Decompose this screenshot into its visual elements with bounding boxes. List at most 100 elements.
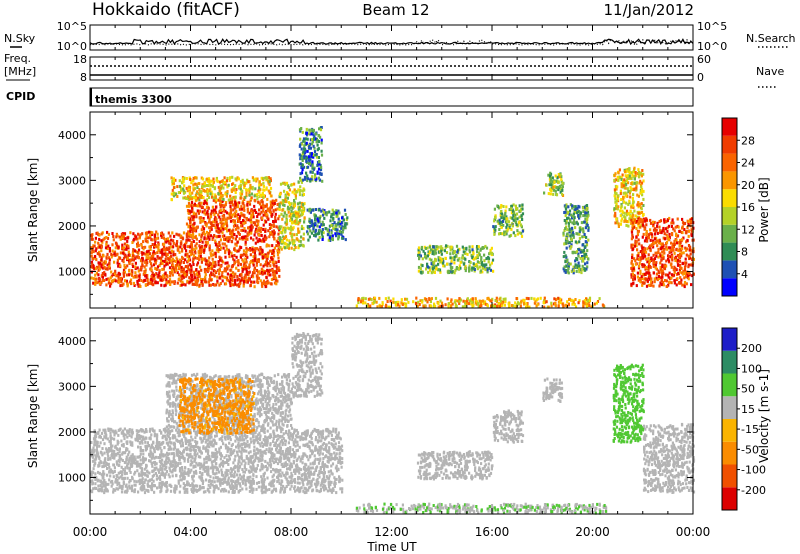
power-cells-cell-6 [369,304,372,308]
power-cells-cell-2 [262,196,265,199]
power-cells-cell-1 [191,206,194,210]
power-cells-cell-7 [449,256,452,260]
power-cells-cell-11 [628,171,631,175]
power-cells-cell-0 [145,256,148,260]
power-cells-cell-1 [196,263,199,267]
power-cells-cell-10 [580,221,583,225]
power-cells-cell-1 [226,229,229,233]
power-cells-cell-0 [107,232,110,236]
power-cells-cell-2 [258,180,261,184]
power-cells-cell-0 [159,276,162,280]
power-cells-cell-10 [564,227,567,231]
power-cells-cell-2 [205,177,209,181]
power-cells-cell-12 [639,271,642,275]
power-cells-cell-2 [206,189,209,193]
power-cells-cell-7 [491,258,495,262]
power-cells-cell-0 [161,274,165,278]
power-cells-cell-0 [145,274,148,278]
power-cells-cell-2 [182,180,185,184]
power-cells-cell-0 [148,245,151,249]
nave-tick-top: 60 [697,53,711,66]
power-cells-cell-2 [242,181,245,185]
power-cells-cell-0 [118,235,121,239]
power-cells-cell-8 [503,217,506,221]
power-cells-cell-12 [687,234,690,238]
power-cells-cell-12 [678,281,681,284]
power-cells-cell-5 [315,228,318,232]
power-cells-cell-2 [175,193,178,197]
power-cells-cell-1 [209,262,212,266]
power-cells-cell-2 [213,186,217,190]
power-cells-cell-1 [190,278,194,282]
power-cells-cell-0 [125,273,128,277]
power-cells-cell-6 [568,298,571,301]
power-cells-cell-1 [266,272,269,276]
power-cells-cell-11 [613,188,616,192]
power-cells-cell-1 [189,271,192,274]
power-cells-cell-10 [581,256,585,260]
power-cells-cell-3 [291,206,294,210]
power-cells-cell-2 [170,176,173,180]
power-cells-cell-1 [198,209,202,213]
power-cells-cell-1 [262,279,266,283]
power-cells-cell-1 [191,260,195,264]
power-cells-cell-0 [163,264,166,268]
power-cells-cell-1 [230,251,233,255]
power-cells-cell-1 [267,281,270,285]
power-cells-cell-3 [285,238,288,242]
power-cells-cell-1 [200,257,203,261]
power-cells-cell-3 [278,192,282,196]
power-cells-cell-3 [300,213,304,216]
power-cells-cell-1 [233,233,236,236]
power-cells-cell-1 [210,273,213,276]
power-cells-cell-6 [455,304,458,308]
power-cells-cell-2 [206,194,209,197]
vel-cells-cell-0 [335,452,338,456]
power-cells-cell-10 [563,242,566,246]
power-cells-cell-0 [124,237,127,241]
power-cells-cell-5 [308,217,311,221]
power-cells-cell-0 [143,270,146,274]
power-cells-cell-12 [663,232,666,236]
power-cells-cell-0 [131,250,135,254]
power-cells-cell-1 [236,240,239,244]
power-cells-cell-1 [234,237,237,241]
power-cells-cell-0 [169,271,172,274]
power-cells-cell-0 [145,263,148,267]
power-cells-cell-2 [226,191,229,195]
power-cells-cell-1 [252,238,255,242]
power-cells-cell-1 [200,248,203,252]
power-cells-cell-1 [202,250,206,254]
power-cells-cell-1 [270,282,273,286]
power-cells-cell-1 [263,253,266,257]
power-cells-cell-3 [281,240,284,244]
nsky-trace [89,38,694,46]
power-cells-cell-1 [210,225,213,229]
power-cells-cell-4 [300,147,303,151]
power-cells-cell-0 [107,244,110,248]
power-cells-cell-12 [677,225,680,229]
power-cells-cell-0 [100,249,103,253]
power-cells-cell-0 [124,266,127,270]
power-cells-cell-1 [211,267,214,271]
power-cells-cell-5 [317,208,321,212]
power-cells-cell-3 [280,212,283,216]
power-cells-cell-6 [404,304,407,308]
power-cells-cell-1 [227,239,230,243]
power-cells-cell-0 [132,232,135,236]
power-cells-cell-11 [619,222,622,226]
power-cells-cell-6 [446,297,449,301]
power-cells-cell-1 [221,231,224,235]
power-cells-cell-1 [189,249,192,253]
power-cells-cell-8 [493,232,496,236]
power-cells-cell-11 [624,191,627,195]
power-cells-cell-7 [476,250,479,254]
power-cells-cell-0 [90,276,93,280]
power-cells-cell-0 [107,256,110,260]
power-cells-cell-2 [245,181,248,185]
power-cells-cell-0 [179,245,182,249]
power-cells-cell-1 [212,235,215,239]
power-cells-cell-0 [119,251,122,255]
power-cells-cell-0 [130,282,133,286]
power-cells-cell-6 [440,301,444,305]
